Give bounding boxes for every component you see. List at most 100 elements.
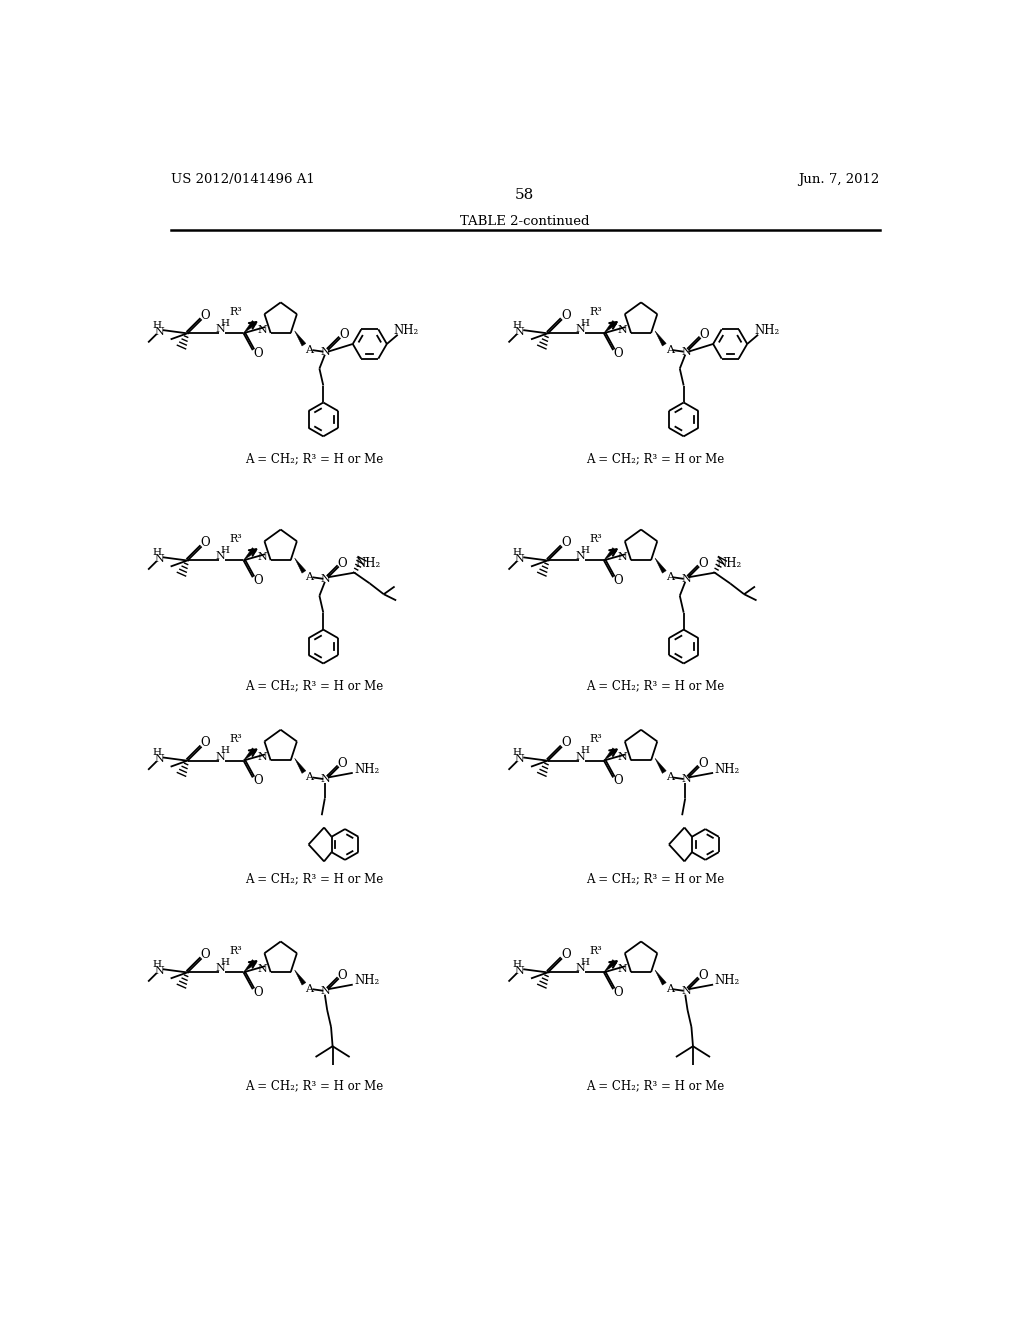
Text: O: O xyxy=(561,536,570,549)
Text: A = CH₂; R³ = H or Me: A = CH₂; R³ = H or Me xyxy=(245,871,383,884)
Text: N: N xyxy=(514,754,524,764)
Text: H: H xyxy=(581,546,590,554)
Text: N: N xyxy=(681,347,691,356)
Text: O: O xyxy=(338,969,347,982)
Text: N: N xyxy=(155,326,164,337)
Text: N: N xyxy=(681,774,691,784)
Text: N: N xyxy=(575,751,586,762)
Text: O: O xyxy=(253,574,263,587)
Text: H: H xyxy=(220,546,229,554)
Text: A: A xyxy=(305,772,313,783)
Text: O: O xyxy=(253,347,263,360)
Text: O: O xyxy=(613,986,624,999)
Text: N: N xyxy=(575,325,586,334)
Text: H: H xyxy=(220,318,229,327)
Text: Jun. 7, 2012: Jun. 7, 2012 xyxy=(799,173,880,186)
Text: NH₂: NH₂ xyxy=(354,974,379,987)
Text: NH₂: NH₂ xyxy=(354,763,379,776)
Text: H: H xyxy=(153,960,161,969)
Text: H: H xyxy=(513,321,521,330)
Text: H: H xyxy=(220,746,229,755)
Text: O: O xyxy=(339,329,349,342)
Text: N: N xyxy=(257,552,267,562)
Polygon shape xyxy=(604,748,616,760)
Text: A: A xyxy=(666,345,674,355)
Text: R³: R³ xyxy=(229,945,242,956)
Text: NH₂: NH₂ xyxy=(715,763,739,776)
Text: N: N xyxy=(514,966,524,975)
Text: H: H xyxy=(513,548,521,557)
Polygon shape xyxy=(295,331,306,346)
Text: TABLE 2-continued: TABLE 2-continued xyxy=(460,215,590,228)
Text: A = CH₂; R³ = H or Me: A = CH₂; R³ = H or Me xyxy=(245,1080,383,1093)
Text: O: O xyxy=(698,758,708,770)
Text: O: O xyxy=(201,948,210,961)
Text: NH₂: NH₂ xyxy=(355,557,381,570)
Text: H: H xyxy=(513,960,521,969)
Text: N: N xyxy=(155,754,164,764)
Text: A = CH₂; R³ = H or Me: A = CH₂; R³ = H or Me xyxy=(586,453,724,465)
Polygon shape xyxy=(655,558,667,573)
Polygon shape xyxy=(655,331,667,346)
Text: N: N xyxy=(215,751,225,762)
Polygon shape xyxy=(604,960,616,973)
Polygon shape xyxy=(655,970,667,985)
Text: O: O xyxy=(613,574,624,587)
Text: N: N xyxy=(215,552,225,561)
Text: O: O xyxy=(201,536,210,549)
Text: O: O xyxy=(561,948,570,961)
Polygon shape xyxy=(604,548,616,561)
Text: N: N xyxy=(155,966,164,975)
Text: H: H xyxy=(153,748,161,758)
Text: R³: R³ xyxy=(590,533,602,544)
Text: N: N xyxy=(257,964,267,974)
Text: O: O xyxy=(613,347,624,360)
Text: R³: R³ xyxy=(590,945,602,956)
Text: N: N xyxy=(215,964,225,973)
Text: H: H xyxy=(220,958,229,966)
Polygon shape xyxy=(295,970,306,985)
Polygon shape xyxy=(604,321,616,333)
Text: N: N xyxy=(681,986,691,995)
Text: A = CH₂; R³ = H or Me: A = CH₂; R³ = H or Me xyxy=(245,680,383,693)
Text: R³: R³ xyxy=(590,734,602,744)
Text: H: H xyxy=(513,748,521,758)
Text: O: O xyxy=(613,774,624,787)
Text: R³: R³ xyxy=(229,533,242,544)
Text: O: O xyxy=(338,758,347,770)
Text: A = CH₂; R³ = H or Me: A = CH₂; R³ = H or Me xyxy=(586,680,724,693)
Text: A: A xyxy=(666,772,674,783)
Text: N: N xyxy=(257,752,267,763)
Text: H: H xyxy=(581,958,590,966)
Text: O: O xyxy=(698,969,708,982)
Text: A: A xyxy=(666,573,674,582)
Text: N: N xyxy=(257,325,267,335)
Text: R³: R³ xyxy=(590,306,602,317)
Text: N: N xyxy=(215,325,225,334)
Text: N: N xyxy=(155,554,164,564)
Text: A = CH₂; R³ = H or Me: A = CH₂; R³ = H or Me xyxy=(586,1080,724,1093)
Polygon shape xyxy=(244,548,256,561)
Text: O: O xyxy=(253,986,263,999)
Text: NH₂: NH₂ xyxy=(716,557,741,570)
Text: R³: R³ xyxy=(229,306,242,317)
Polygon shape xyxy=(655,758,667,774)
Text: O: O xyxy=(561,309,570,322)
Text: N: N xyxy=(514,554,524,564)
Text: R³: R³ xyxy=(229,734,242,744)
Text: A: A xyxy=(305,985,313,994)
Polygon shape xyxy=(244,748,256,760)
Text: N: N xyxy=(617,964,628,974)
Text: N: N xyxy=(321,774,331,784)
Text: A: A xyxy=(305,345,313,355)
Text: H: H xyxy=(581,746,590,755)
Text: NH₂: NH₂ xyxy=(393,323,419,337)
Polygon shape xyxy=(244,960,256,973)
Text: NH₂: NH₂ xyxy=(715,974,739,987)
Text: A = CH₂; R³ = H or Me: A = CH₂; R³ = H or Me xyxy=(586,871,724,884)
Text: O: O xyxy=(699,329,710,342)
Text: O: O xyxy=(338,557,347,570)
Text: O: O xyxy=(253,774,263,787)
Text: N: N xyxy=(514,326,524,337)
Text: N: N xyxy=(575,552,586,561)
